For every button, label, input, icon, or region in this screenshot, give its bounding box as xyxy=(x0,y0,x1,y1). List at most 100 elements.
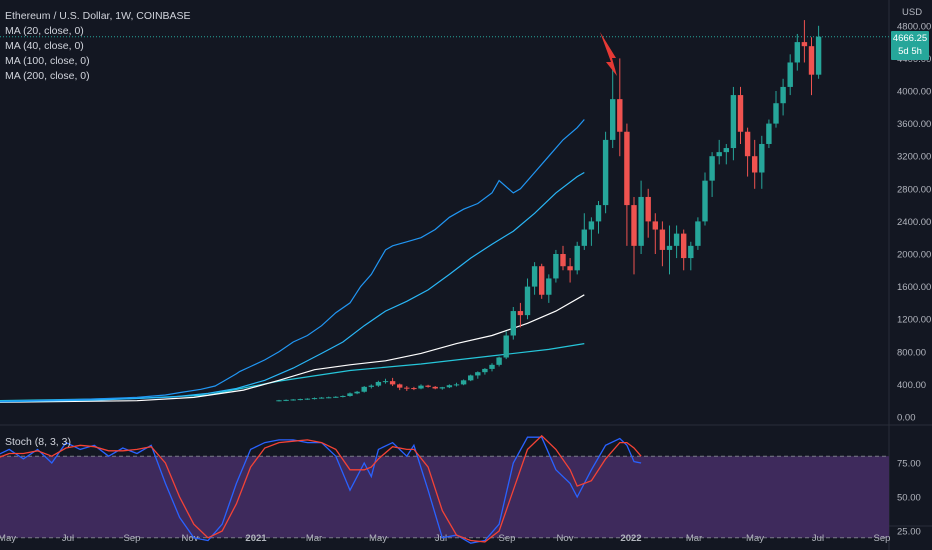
candle-body xyxy=(666,245,673,250)
candle xyxy=(553,249,559,283)
candle-body xyxy=(347,393,353,396)
time-tick-label: Jul xyxy=(435,533,447,544)
candle xyxy=(723,143,729,165)
candle-body xyxy=(311,398,318,400)
candle-body xyxy=(524,286,531,316)
candle xyxy=(780,78,786,116)
candle-body xyxy=(425,385,431,387)
candle-body xyxy=(673,233,680,246)
candle-body xyxy=(553,254,559,279)
candle xyxy=(588,217,595,246)
candle-body xyxy=(482,368,488,373)
candle-body xyxy=(503,335,509,358)
candle-body xyxy=(631,205,637,246)
time-tick-label: Mar xyxy=(306,533,322,544)
candle-body xyxy=(780,86,786,104)
candle xyxy=(425,384,431,388)
time-tick-label: May xyxy=(746,533,764,544)
candle xyxy=(475,371,481,379)
candle-body xyxy=(432,386,438,389)
stoch-d-line xyxy=(0,434,642,543)
candle-body xyxy=(517,311,524,316)
candle xyxy=(340,395,346,398)
candle-body xyxy=(326,397,332,399)
candle xyxy=(326,396,332,399)
candle xyxy=(801,20,808,63)
candle-body xyxy=(581,229,587,246)
candle xyxy=(787,54,793,96)
candle-body xyxy=(375,381,382,386)
candle-body xyxy=(460,380,467,385)
price-tick-label: 4000.00 xyxy=(897,87,931,98)
candle xyxy=(368,384,374,389)
candle xyxy=(404,386,410,391)
indicator-ma200[interactable]: MA (200, close, 0) xyxy=(5,70,90,82)
candle xyxy=(666,225,673,275)
candle-body xyxy=(602,139,609,206)
candle-body xyxy=(659,229,666,250)
price-tick-label: 2800.00 xyxy=(897,184,931,195)
price-tick-label: 2400.00 xyxy=(897,217,931,228)
ma200-line xyxy=(0,343,585,402)
price-tick-label: 2000.00 xyxy=(897,250,931,261)
stoch-tick-label: 25.00 xyxy=(897,527,921,538)
candle-body xyxy=(389,381,396,385)
candle xyxy=(397,383,403,391)
candle xyxy=(652,213,658,254)
candle xyxy=(418,384,424,390)
indicator-ma20[interactable]: MA (20, close, 0) xyxy=(5,25,84,37)
time-tick-label: May xyxy=(369,533,387,544)
candle-body xyxy=(333,396,339,398)
candle xyxy=(347,392,353,397)
candle xyxy=(567,258,573,283)
candle xyxy=(361,386,367,393)
candle-body xyxy=(446,385,453,388)
candle-body xyxy=(411,388,417,390)
candle-body xyxy=(531,266,538,287)
candle-body xyxy=(404,387,410,389)
time-tick-label: Jul xyxy=(812,533,824,544)
candle-body xyxy=(397,384,403,388)
candle xyxy=(737,86,744,144)
price-tick-label: 1200.00 xyxy=(897,315,931,326)
candle-body xyxy=(695,221,701,246)
time-tick-label: Mar xyxy=(686,533,702,544)
symbol-title[interactable]: Ethereum / U.S. Dollar, 1W, COINBASE xyxy=(5,10,191,22)
candle xyxy=(276,399,282,402)
indicator-ma40[interactable]: MA (40, close, 0) xyxy=(5,40,84,52)
candle xyxy=(453,382,460,387)
candle-body xyxy=(510,311,516,336)
candle xyxy=(752,139,758,189)
time-tick-label: 2021 xyxy=(245,533,267,544)
candle xyxy=(808,37,815,96)
candle xyxy=(531,262,538,295)
price-tick-label: 800.00 xyxy=(897,347,926,358)
candle xyxy=(354,390,360,395)
down-arrow-annotation xyxy=(600,32,617,76)
candle-body xyxy=(453,384,460,386)
candle-body xyxy=(752,156,758,173)
candle xyxy=(581,213,587,250)
ma20-line xyxy=(0,119,585,402)
candle xyxy=(695,217,701,250)
candle-body xyxy=(652,221,658,230)
candle-body xyxy=(290,399,296,401)
price-tick-label: 0.00 xyxy=(897,413,916,424)
candle xyxy=(333,396,339,398)
candle-body xyxy=(759,143,765,173)
candle-body xyxy=(546,278,552,295)
candle-body xyxy=(737,95,744,132)
candle xyxy=(602,131,609,214)
price-tick-label: 400.00 xyxy=(897,380,926,391)
candle-body xyxy=(801,42,808,47)
candle xyxy=(496,356,502,367)
candle xyxy=(524,278,531,320)
indicator-ma100[interactable]: MA (100, close, 0) xyxy=(5,55,90,67)
time-tick-label: Sep xyxy=(499,533,516,544)
candle-body xyxy=(361,386,367,392)
time-tick-label: Sep xyxy=(874,533,891,544)
candle xyxy=(389,377,396,387)
ma40-line xyxy=(0,171,585,403)
stoch-indicator-label[interactable]: Stoch (8, 3, 3) xyxy=(5,436,71,448)
